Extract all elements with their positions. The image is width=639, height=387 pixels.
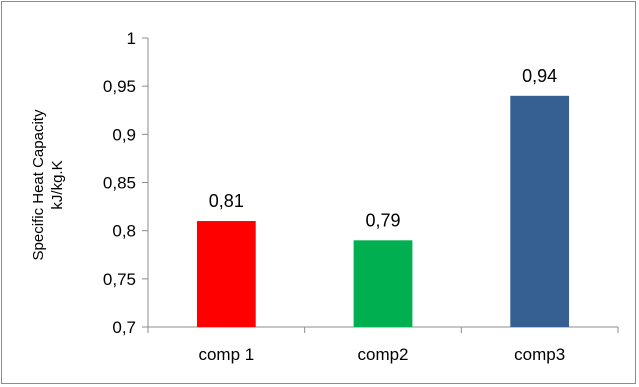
y-axis-title: Specific Heat Capacity kJ/kg.K xyxy=(30,109,66,260)
y-tick-label: 0,95 xyxy=(103,77,136,96)
bar-3 xyxy=(510,95,570,327)
category-labels: comp 1 comp2 comp3 xyxy=(198,345,565,364)
category-label-1: comp 1 xyxy=(198,345,254,364)
y-axis-title-line-2: kJ/kg.K xyxy=(49,160,66,209)
y-tick-label: 0,85 xyxy=(103,174,136,193)
bars xyxy=(196,95,570,327)
y-tick-label: 0,7 xyxy=(112,318,136,337)
bar-2 xyxy=(353,240,413,327)
data-label-2: 0,79 xyxy=(365,210,400,230)
data-labels: 0,81 0,79 0,94 xyxy=(209,66,557,231)
y-tick-label: 1 xyxy=(127,29,136,48)
x-axis xyxy=(147,326,619,333)
y-tick-label: 0,75 xyxy=(103,270,136,289)
data-label-3: 0,94 xyxy=(522,66,557,86)
y-axis-title-line-1: Specific Heat Capacity xyxy=(30,109,47,260)
category-label-3: comp3 xyxy=(514,345,565,364)
category-label-2: comp2 xyxy=(357,345,408,364)
y-axis: 0,7 0,75 0,8 0,85 0,9 0,95 1 xyxy=(103,29,149,337)
y-tick-label: 0,9 xyxy=(112,125,136,144)
data-label-1: 0,81 xyxy=(209,191,244,211)
y-tick-label: 0,8 xyxy=(112,222,136,241)
bar-1 xyxy=(196,221,256,327)
